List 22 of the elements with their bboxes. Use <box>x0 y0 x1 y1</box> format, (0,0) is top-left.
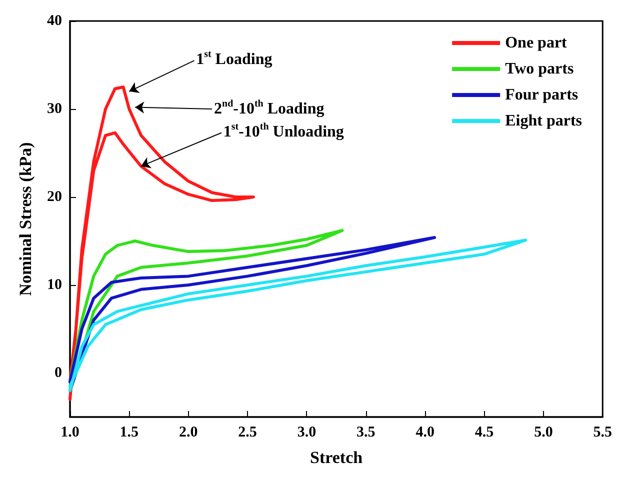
x-tick-label: 1.0 <box>60 424 80 440</box>
y-axis-title: Nominal Stress (kPa) <box>16 142 35 296</box>
legend-label: Two parts <box>505 60 574 78</box>
y-tick-label: 30 <box>47 101 62 117</box>
x-tick-label: 2.5 <box>238 424 257 440</box>
x-tick-label: 4.0 <box>416 424 434 440</box>
x-tick-label: 3.5 <box>356 424 376 440</box>
x-tick-label: 2.0 <box>178 424 198 440</box>
x-tick-label: 3.0 <box>297 424 316 440</box>
y-tick-label: 20 <box>47 189 62 205</box>
x-tick-label: 5.5 <box>593 424 612 440</box>
legend-label: One part <box>505 34 568 52</box>
y-tick-label: 0 <box>54 365 62 381</box>
y-tick-label: 10 <box>47 277 62 293</box>
legend-label: Four parts <box>505 86 578 104</box>
x-tick-label: 4.5 <box>474 424 494 440</box>
x-axis-title: Stretch <box>310 448 364 467</box>
y-tick-label: 40 <box>47 13 62 29</box>
x-tick-label: 5.0 <box>534 424 553 440</box>
x-tick-label: 1.5 <box>120 424 139 440</box>
legend-label: Eight parts <box>505 112 582 130</box>
line-series <box>68 238 528 392</box>
